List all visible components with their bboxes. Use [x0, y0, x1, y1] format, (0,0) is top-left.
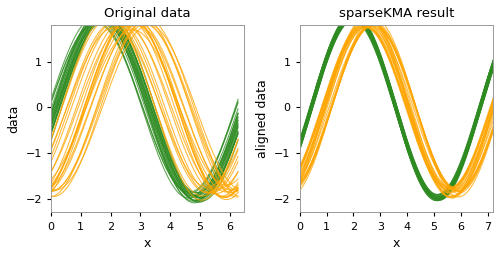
- Title: Original data: Original data: [104, 7, 191, 20]
- Y-axis label: aligned data: aligned data: [256, 79, 268, 158]
- X-axis label: x: x: [392, 237, 400, 250]
- X-axis label: x: x: [144, 237, 152, 250]
- Title: sparseKMA result: sparseKMA result: [338, 7, 454, 20]
- Y-axis label: data: data: [7, 105, 20, 133]
